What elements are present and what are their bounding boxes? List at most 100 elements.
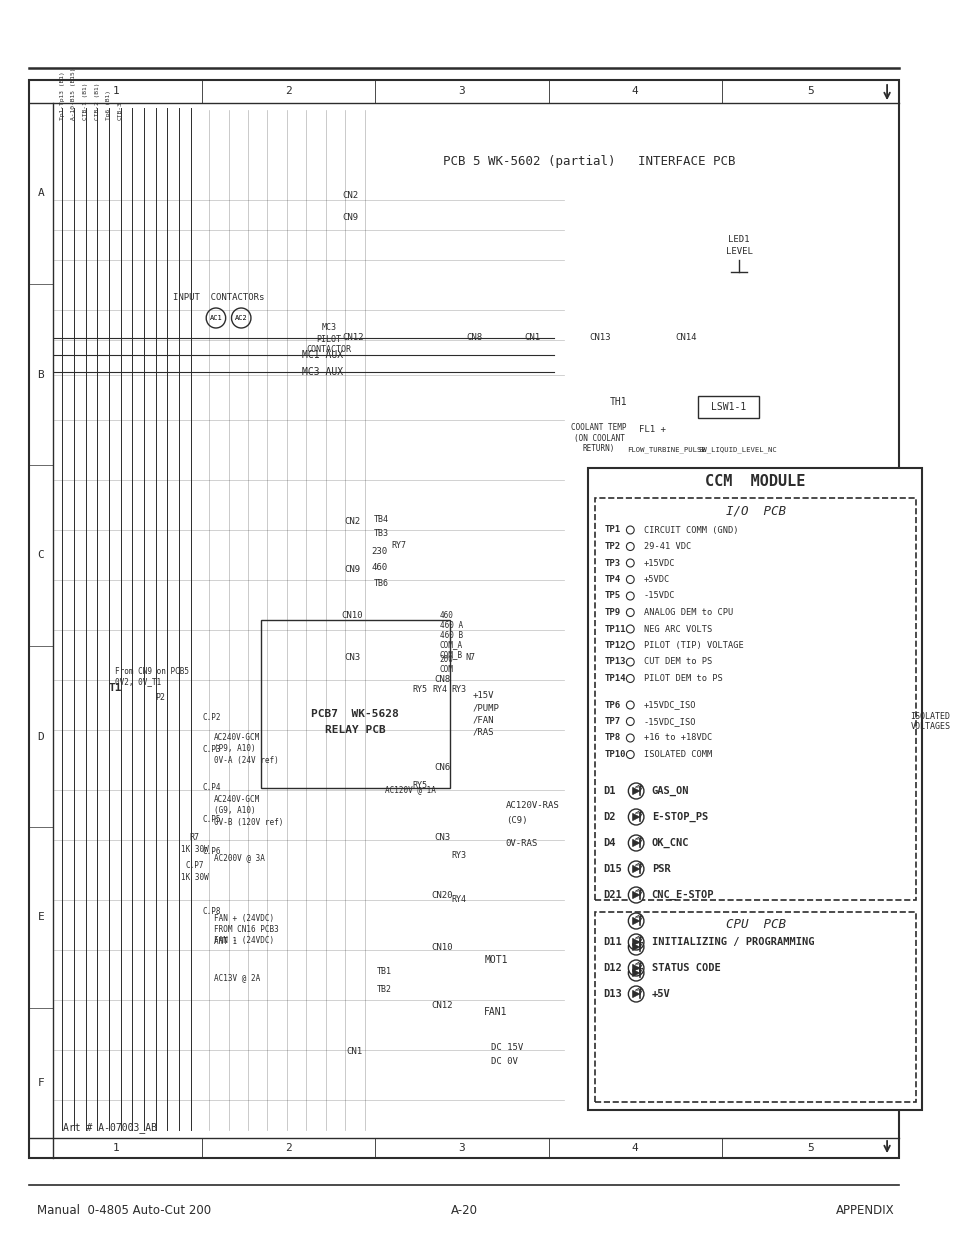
Text: I/O  PCB: I/O PCB [725, 505, 785, 517]
Text: CN10: CN10 [341, 610, 362, 620]
Text: RY5: RY5 [413, 685, 427, 694]
Text: CN9: CN9 [342, 214, 358, 222]
Circle shape [628, 783, 643, 799]
Circle shape [628, 887, 643, 903]
Text: CN10: CN10 [432, 944, 453, 952]
Text: -15VDC: -15VDC [643, 592, 675, 600]
Circle shape [628, 835, 643, 851]
Text: MC3 AUX: MC3 AUX [301, 367, 342, 377]
Text: CN6: CN6 [434, 763, 450, 773]
Text: TP6: TP6 [604, 700, 620, 709]
Circle shape [626, 526, 634, 534]
Text: AC240V-GCM: AC240V-GCM [213, 795, 260, 804]
Text: B: B [37, 369, 44, 379]
Text: LED1: LED1 [728, 236, 749, 245]
Text: (ON COOLANT: (ON COOLANT [573, 433, 624, 442]
Text: RY4: RY4 [451, 895, 466, 904]
Text: COM: COM [439, 666, 453, 674]
Circle shape [626, 674, 634, 683]
Text: NEG ARC VOLTS: NEG ARC VOLTS [643, 625, 712, 634]
Text: A-20: A-20 [450, 1203, 476, 1216]
Text: D28: D28 [602, 968, 621, 978]
Text: TP11: TP11 [604, 625, 626, 634]
Polygon shape [632, 944, 639, 951]
Text: C.P8: C.P8 [202, 908, 220, 916]
Text: TP10: TP10 [604, 750, 626, 760]
Bar [698, 396, 758, 417]
Text: D21: D21 [602, 890, 621, 900]
Text: R7: R7 [190, 834, 199, 842]
Text: -15VDC_ISO: -15VDC_ISO [643, 718, 696, 726]
Text: SW13 - FACTORY ONLY: SW13 - FACTORY ONLY [598, 1055, 694, 1063]
Text: +15VDC_ISO: +15VDC_ISO [643, 700, 696, 709]
Text: CNC_PREFLOW: CNC_PREFLOW [651, 968, 720, 978]
Text: +5VDC: +5VDC [643, 576, 669, 584]
Text: PCB 5 WK-5602 (partial)   INTERFACE PCB: PCB 5 WK-5602 (partial) INTERFACE PCB [442, 156, 735, 168]
Text: CN12: CN12 [432, 1000, 453, 1009]
Text: APPENDIX: APPENDIX [836, 1203, 894, 1216]
Text: TP4: TP4 [604, 576, 620, 584]
Circle shape [628, 809, 643, 825]
Text: RY7: RY7 [391, 541, 406, 550]
Bar [587, 468, 922, 1110]
Text: /RAS: /RAS [473, 727, 494, 736]
Circle shape [626, 542, 634, 551]
Text: ISOLATED: ISOLATED [909, 713, 949, 721]
Text: Art # A-07003_AB: Art # A-07003_AB [63, 1123, 157, 1134]
Text: A: A [37, 189, 44, 199]
Text: TP13: TP13 [604, 657, 626, 667]
Text: FAN + (24VDC): FAN + (24VDC) [213, 914, 274, 923]
Circle shape [626, 609, 634, 616]
Circle shape [628, 913, 643, 929]
Text: D15: D15 [602, 864, 621, 874]
Text: HOLD_START: HOLD_START [651, 942, 720, 952]
Circle shape [626, 734, 634, 742]
Text: TP14: TP14 [604, 674, 626, 683]
Text: E: E [37, 913, 44, 923]
Text: /PUMP: /PUMP [473, 704, 499, 713]
Text: CN2: CN2 [342, 190, 358, 200]
Text: Manual  0-4805 Auto-Cut 200: Manual 0-4805 Auto-Cut 200 [37, 1203, 211, 1216]
Text: CN13: CN13 [589, 333, 610, 342]
Text: TP5: TP5 [604, 592, 620, 600]
Text: TH1: TH1 [609, 396, 627, 408]
Text: D11: D11 [602, 937, 621, 947]
Text: FROM CN16 PCB3: FROM CN16 PCB3 [213, 925, 278, 935]
Circle shape [626, 701, 634, 709]
Text: PILOT: PILOT [316, 336, 341, 345]
Text: COOLANT TEMP: COOLANT TEMP [571, 424, 626, 432]
Text: 0V-A (24V ref): 0V-A (24V ref) [213, 756, 278, 764]
Circle shape [628, 965, 643, 981]
Text: TP12: TP12 [604, 641, 626, 650]
Text: TP8: TP8 [604, 734, 620, 742]
Circle shape [206, 308, 226, 329]
Text: A-10-B15 (B15): A-10-B15 (B15) [71, 68, 76, 120]
Text: C.P3: C.P3 [202, 746, 220, 755]
Text: INPUT  CONTACTORs: INPUT CONTACTORs [173, 294, 264, 303]
Text: RY3: RY3 [451, 685, 466, 694]
Text: 29-41 VDC: 29-41 VDC [643, 542, 691, 551]
Text: 1: 1 [112, 1144, 119, 1153]
Text: LEVEL: LEVEL [725, 247, 752, 257]
Text: FAN - (24VDC): FAN - (24VDC) [213, 935, 274, 945]
Text: AC240V-GCM: AC240V-GCM [213, 734, 260, 742]
Text: MOT1: MOT1 [484, 955, 507, 965]
Text: 0V-RAS: 0V-RAS [505, 839, 537, 847]
Text: TB6: TB6 [374, 579, 389, 589]
Text: TP7: TP7 [604, 718, 620, 726]
Text: (G9, A10): (G9, A10) [213, 806, 255, 815]
Text: INITIALIZING / PROGRAMMING: INITIALIZING / PROGRAMMING [651, 937, 813, 947]
Text: CPU  PCB: CPU PCB [725, 919, 785, 931]
Text: CCM  MODULE: CCM MODULE [704, 474, 804, 489]
Text: VOLTAGES: VOLTAGES [909, 722, 949, 731]
Circle shape [626, 658, 634, 666]
Text: 460 A: 460 A [439, 620, 462, 630]
Circle shape [626, 592, 634, 600]
Text: AC1: AC1 [210, 315, 222, 321]
Text: MC1 AUX: MC1 AUX [301, 350, 342, 359]
Text: 3: 3 [458, 86, 465, 96]
Polygon shape [632, 866, 639, 873]
Text: +15VDC: +15VDC [643, 558, 675, 568]
Circle shape [628, 986, 643, 1002]
Circle shape [628, 939, 643, 955]
